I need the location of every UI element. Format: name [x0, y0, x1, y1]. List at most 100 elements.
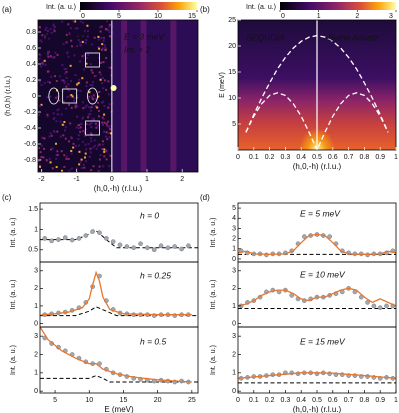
heatmap-noise — [68, 33, 71, 36]
y-tick-label: 3 — [34, 333, 38, 340]
heatmap-noise — [63, 68, 66, 71]
heatmap-noise — [65, 155, 68, 158]
heatmap-noise — [98, 165, 101, 168]
heatmap-noise — [38, 113, 41, 116]
heatmap-noise — [88, 123, 91, 126]
data-point — [377, 305, 383, 311]
heatmap-noise — [105, 149, 108, 152]
y-axis-label: E (meV) — [219, 72, 226, 98]
x-tick-label: 0.9 — [375, 154, 385, 161]
data-point — [124, 244, 130, 249]
heatmap-noise — [79, 20, 82, 23]
heatmap-noise — [97, 35, 100, 38]
x-tick-label: -1 — [74, 176, 80, 183]
heatmap-noise — [97, 109, 100, 112]
heatmap-noise — [92, 80, 95, 83]
heatmap-noise — [95, 147, 98, 150]
heatmap-noise — [88, 106, 91, 109]
heatmap-noise — [98, 47, 101, 50]
heatmap-noise — [109, 35, 112, 38]
marker-box — [85, 120, 100, 136]
heatmap-noise — [86, 35, 89, 38]
heatmap-noise — [103, 130, 106, 133]
y-tick-label: 4 — [232, 215, 236, 222]
heatmap-noise — [81, 77, 84, 80]
heatmap-noise — [80, 158, 83, 161]
heatmap-noise — [38, 57, 41, 60]
heatmap-noise — [90, 122, 93, 125]
heatmap-noise — [97, 120, 100, 123]
heatmap-noise — [87, 30, 90, 33]
heatmap-noise — [70, 106, 73, 109]
heatmap-noise — [82, 107, 85, 110]
heatmap-noise — [102, 87, 105, 90]
heatmap-noise — [90, 106, 93, 109]
heatmap-noise — [83, 129, 86, 132]
heatmap-noise — [105, 131, 108, 134]
heatmap-noise — [49, 95, 52, 98]
heatmap-noise — [79, 160, 82, 163]
data-point — [90, 229, 96, 234]
heatmap-noise — [91, 84, 94, 87]
heatmap-noise — [78, 144, 81, 147]
heatmap-noise — [85, 160, 88, 163]
heatmap-noise — [65, 33, 68, 36]
heatmap-noise — [63, 154, 66, 157]
heatmap-noise — [85, 81, 88, 84]
data-point — [110, 239, 116, 245]
y-tick-label: 0.2 — [26, 77, 36, 84]
heatmap-noise — [90, 95, 93, 98]
heatmap-noise — [65, 67, 68, 70]
colorbar-tick-label: 5 — [117, 13, 121, 20]
heatmap-noise — [102, 117, 105, 120]
heatmap-noise — [87, 143, 90, 146]
heatmap-noise — [74, 73, 77, 76]
y-tick-label: 2 — [232, 285, 236, 292]
marker-circle — [48, 87, 60, 105]
colorbar-tick-label: 10 — [154, 13, 162, 20]
heatmap-noise — [99, 30, 102, 33]
x-tick-label: 0.8 — [360, 397, 370, 404]
heatmap-noise — [103, 113, 106, 116]
heatmap-noise — [107, 106, 110, 109]
heatmap-noise — [91, 97, 94, 100]
heatmap-noise — [90, 132, 93, 135]
heatmap-noise — [73, 97, 76, 100]
heatmap-noise — [77, 134, 80, 137]
heatmap-noise — [82, 35, 85, 38]
x-tick-label: 0.3 — [281, 397, 291, 404]
plot-area — [40, 270, 198, 318]
heatmap-noise — [79, 126, 82, 129]
plot-area — [38, 20, 198, 172]
heatmap-noise — [100, 48, 103, 51]
heatmap-noise — [103, 79, 106, 82]
heatmap-noise — [79, 60, 82, 63]
heatmap-noise — [83, 166, 86, 169]
heatmap-noise — [76, 83, 79, 86]
x-tick-label: 20 — [154, 397, 162, 404]
heatmap-noise — [85, 84, 88, 87]
heatmap-noise — [78, 78, 81, 81]
heatmap-noise — [94, 105, 97, 108]
data-point — [103, 236, 109, 241]
heatmap-noise — [78, 150, 81, 153]
heatmap-noise — [88, 95, 91, 98]
y-axis-label: Int. (a. u.) — [210, 280, 217, 310]
heatmap-noise — [55, 157, 58, 160]
heatmap-noise — [40, 83, 43, 86]
heatmap-noise — [70, 80, 73, 83]
heatmap-noise — [54, 142, 57, 145]
heatmap-noise — [61, 20, 64, 23]
heatmap-noise — [100, 36, 103, 39]
heatmap-noise — [81, 140, 84, 143]
heatmap-streak — [170, 20, 177, 172]
heatmap-noise — [110, 74, 113, 77]
heatmap-noise — [47, 55, 50, 58]
heatmap-noise — [87, 53, 90, 56]
plot-area — [238, 286, 396, 311]
heatmap-noise — [41, 34, 44, 37]
heatmap-noise — [39, 165, 42, 168]
heatmap-noise — [41, 63, 44, 66]
heatmap-noise — [38, 159, 41, 162]
annotation: E = 3 meV — [124, 31, 165, 41]
